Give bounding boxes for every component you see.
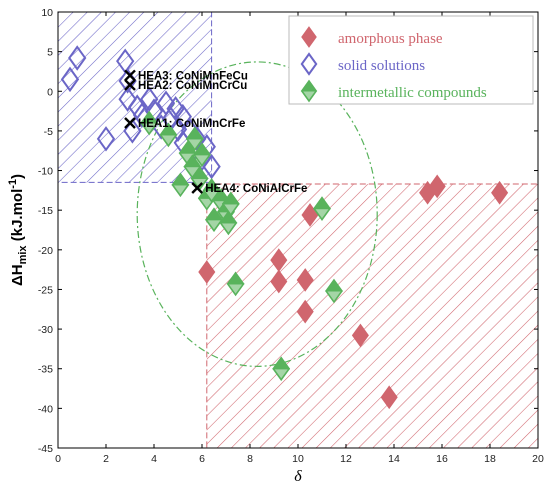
data-point — [185, 126, 204, 152]
intermetallic-ellipse-region — [136, 61, 378, 367]
y-axis-label-sup: -1 — [7, 179, 19, 189]
region-layer — [57, 11, 539, 449]
x-tick-label: 4 — [151, 453, 157, 465]
y-axis-label-close: ) — [9, 174, 26, 179]
data-point — [428, 174, 446, 199]
data-point — [171, 172, 190, 198]
data-point — [173, 103, 192, 130]
y-tick-label: -25 — [38, 284, 53, 296]
x-tick-label: 18 — [484, 453, 496, 465]
data-point — [68, 45, 87, 71]
y-tick-label: -40 — [38, 403, 53, 415]
y-tick-label: 0 — [47, 86, 53, 98]
data-point — [351, 323, 369, 348]
legend-marker — [301, 26, 317, 48]
y-tick-label: -35 — [38, 364, 53, 376]
x-tick-label: 12 — [340, 453, 352, 465]
x-axis-label: δ — [294, 468, 302, 485]
marks-layer — [60, 45, 509, 410]
hea-annotation: HEA1: CoNiMnCrFe — [138, 118, 245, 130]
legend-label: solid solutions — [338, 58, 425, 74]
legend-marker — [300, 79, 318, 103]
hea-annotation: HEA2: CoNiMnCrCu — [138, 80, 247, 92]
hea-point — [124, 79, 136, 91]
series-3 — [124, 69, 204, 194]
y-axis-label-base: ΔH — [9, 264, 26, 286]
y-tick-label: 5 — [47, 47, 53, 59]
data-point — [202, 153, 221, 180]
data-point — [219, 210, 238, 236]
hea-annotation: HEA3: CoNiMnFeCu — [138, 70, 248, 82]
x-tick-label: 2 — [103, 453, 109, 465]
y-axis-label-units: (kJ.mol — [9, 189, 26, 246]
data-point — [226, 271, 245, 297]
data-point — [325, 278, 343, 304]
hea-point — [124, 69, 136, 82]
y-tick-label: -45 — [38, 443, 53, 455]
hea-point — [124, 117, 136, 129]
data-point — [202, 177, 221, 203]
data-point — [159, 122, 178, 148]
x-tick-label: 8 — [247, 453, 253, 465]
data-point — [205, 207, 223, 233]
data-point — [140, 110, 159, 136]
data-point — [380, 385, 398, 410]
data-point — [166, 96, 185, 122]
data-point — [221, 191, 240, 217]
y-tick-label: -5 — [44, 126, 53, 138]
hea-annotation: HEA4: CoNiAlCrFe — [205, 183, 307, 195]
y-tick-label: -20 — [38, 245, 53, 257]
legend-label: amorphous phase — [338, 31, 443, 47]
x-tick-label: 0 — [55, 453, 61, 465]
data-point — [60, 66, 80, 93]
series-0 — [198, 174, 509, 410]
x-tick-label: 20 — [532, 453, 544, 465]
x-tick-label: 16 — [436, 453, 448, 465]
y-tick-label: 10 — [41, 7, 53, 19]
x-tick-label: 10 — [292, 453, 304, 465]
legend: amorphous phase solid solutions intermetal… — [288, 15, 534, 105]
data-point — [272, 356, 291, 382]
data-point — [313, 196, 331, 221]
data-point — [270, 269, 288, 294]
data-point — [296, 299, 314, 324]
data-point — [193, 142, 211, 168]
y-axis-label: ΔHmix (kJ.mol-1) — [7, 174, 29, 286]
y-tick-label: -10 — [38, 166, 53, 178]
x-tick-label: 6 — [199, 453, 205, 465]
data-point — [183, 154, 202, 179]
series-2 — [140, 110, 343, 382]
data-point — [296, 268, 314, 292]
y-axis-label-sub: mix — [17, 245, 29, 265]
data-point — [96, 126, 116, 152]
legend-box — [288, 15, 534, 105]
tick-layer: 0 2 4 6 8 10 12 14 16 18 20 10 5 0 -5 -10 -15 -20 -25 -30 -3… — [38, 7, 544, 465]
data-point — [140, 86, 159, 112]
y-tick-label: -30 — [38, 324, 53, 336]
y-tick-label: -15 — [38, 205, 53, 217]
hea-point — [191, 182, 204, 194]
data-point — [491, 180, 509, 205]
legend-label: intermetallic compounds — [338, 85, 487, 101]
x-tick-label: 14 — [388, 453, 400, 465]
data-point — [198, 260, 216, 284]
legend-marker — [300, 52, 318, 76]
amorphous-box-region — [206, 183, 539, 449]
data-point — [118, 86, 137, 112]
